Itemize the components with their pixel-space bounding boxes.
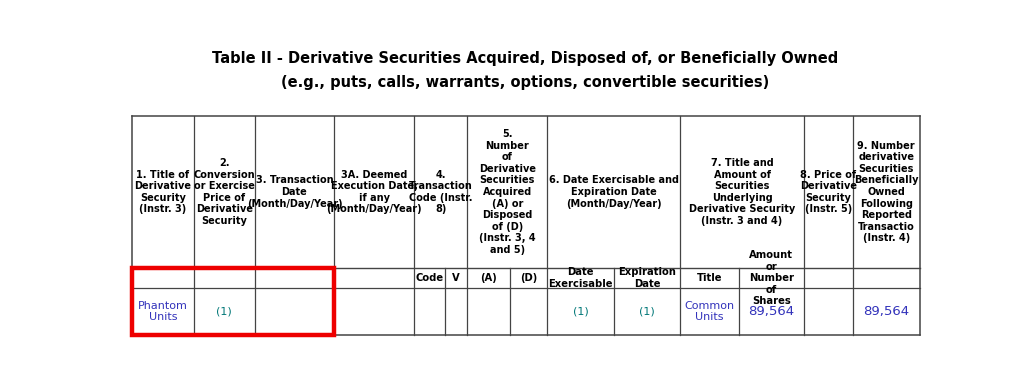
- Text: 9. Number
derivative
Securities
Beneficially
Owned
Following
Reported
Transactio: 9. Number derivative Securities Benefici…: [854, 141, 919, 244]
- Text: (1): (1): [639, 307, 655, 317]
- Text: Expiration
Date: Expiration Date: [618, 268, 676, 289]
- Text: V: V: [453, 273, 460, 283]
- Text: 89,564: 89,564: [863, 305, 909, 318]
- Text: Date
Exercisable: Date Exercisable: [548, 268, 612, 289]
- Text: (D): (D): [520, 273, 537, 283]
- Bar: [132, 268, 334, 335]
- Text: 4.
Transaction
Code (Instr.
8): 4. Transaction Code (Instr. 8): [409, 170, 472, 214]
- Text: (e.g., puts, calls, warrants, options, convertible securities): (e.g., puts, calls, warrants, options, c…: [281, 75, 769, 90]
- Text: 89,564: 89,564: [749, 305, 795, 318]
- Text: Common
Units: Common Units: [684, 301, 734, 323]
- Text: 3. Transaction
Date
(Month/Day/Year): 3. Transaction Date (Month/Day/Year): [247, 176, 342, 209]
- Text: (1): (1): [572, 307, 589, 317]
- Text: 6. Date Exercisable and
Expiration Date
(Month/Day/Year): 6. Date Exercisable and Expiration Date …: [549, 176, 679, 209]
- Text: 2.
Conversion
or Exercise
Price of
Derivative
Security: 2. Conversion or Exercise Price of Deriv…: [194, 158, 255, 226]
- Text: 8. Price of
Derivative
Security
(Instr. 5): 8. Price of Derivative Security (Instr. …: [800, 170, 857, 214]
- Text: (A): (A): [480, 273, 497, 283]
- Text: (1): (1): [216, 307, 232, 317]
- Text: Table II - Derivative Securities Acquired, Disposed of, or Beneficially Owned: Table II - Derivative Securities Acquire…: [212, 51, 838, 66]
- Text: 3A. Deemed
Execution Date,
if any
(Month/Day/Year): 3A. Deemed Execution Date, if any (Month…: [327, 170, 422, 214]
- Text: Phantom
Units: Phantom Units: [138, 301, 187, 323]
- Text: Code: Code: [416, 273, 443, 283]
- Text: Amount
or
Number
of
Shares: Amount or Number of Shares: [749, 250, 794, 306]
- Bar: [132, 116, 920, 335]
- Text: 1. Title of
Derivative
Security
(Instr. 3): 1. Title of Derivative Security (Instr. …: [134, 170, 191, 214]
- Text: Title: Title: [697, 273, 722, 283]
- Text: 5.
Number
of
Derivative
Securities
Acquired
(A) or
Disposed
of (D)
(Instr. 3, 4
: 5. Number of Derivative Securities Acqui…: [479, 129, 536, 255]
- Text: 7. Title and
Amount of
Securities
Underlying
Derivative Security
(Instr. 3 and 4: 7. Title and Amount of Securities Underl…: [689, 158, 796, 226]
